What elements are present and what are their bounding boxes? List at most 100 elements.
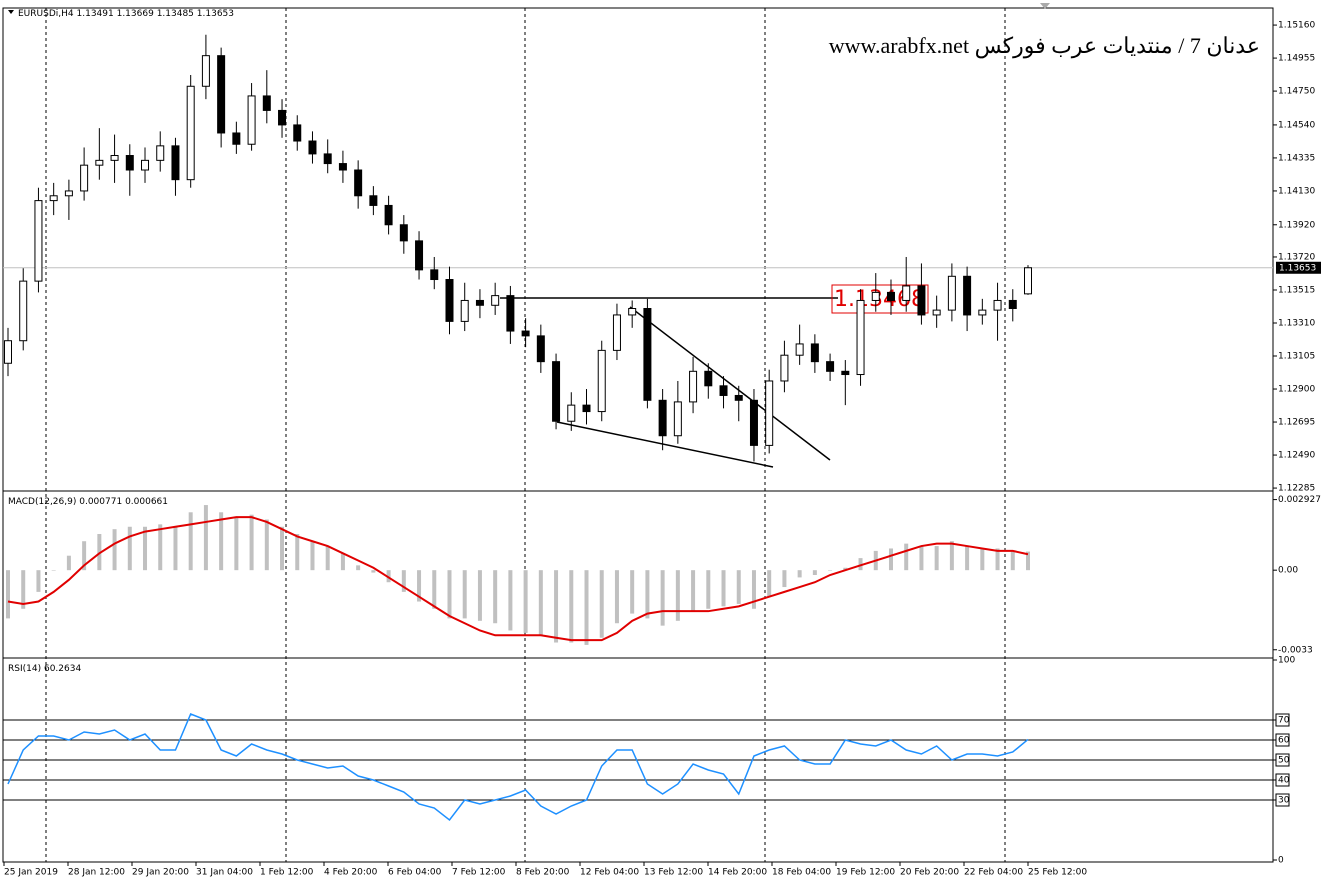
candle-body (612, 314, 621, 351)
candle-body (354, 169, 363, 197)
candle-body (536, 335, 545, 363)
menu-arrow (8, 10, 14, 14)
macd-bar (82, 541, 87, 571)
candle-body (689, 370, 698, 403)
y-tick-label: 1.12285 (1278, 484, 1315, 494)
macd-bar (949, 541, 954, 571)
y-tick-label: 1.14540 (1278, 120, 1315, 130)
macd-bar (371, 570, 376, 573)
candle-body (993, 299, 1002, 311)
candle-body (841, 370, 850, 376)
macd-bar (97, 534, 102, 571)
macd-bar (614, 570, 619, 624)
y-tick-label: 1.12490 (1278, 451, 1315, 461)
y-tick-label: 1.13310 (1278, 318, 1315, 328)
rsi-name: RSI(14) (8, 664, 41, 674)
candle-body (186, 85, 195, 181)
candle-body (308, 140, 317, 155)
macd-bar (340, 553, 345, 571)
candle-body (475, 299, 484, 306)
y-tick-label: 100 (1278, 656, 1295, 666)
y-tick-label: 70 (1278, 716, 1290, 726)
candle-body (1008, 299, 1017, 310)
candle-body (780, 354, 789, 382)
x-tick-label: 4 Feb 20:00 (324, 868, 378, 878)
macd-bar (219, 512, 224, 571)
y-tick-label: 1.14750 (1278, 87, 1315, 97)
level-box (1275, 753, 1290, 767)
macd-bar (767, 570, 772, 597)
candle-body (734, 394, 743, 401)
macd-bar (630, 570, 635, 614)
candle-body (826, 361, 835, 372)
macd-bar (584, 570, 589, 645)
macd-bar (127, 526, 132, 571)
x-tick-label: 25 Feb 12:00 (1028, 868, 1087, 878)
macd-bar (797, 570, 802, 578)
macd-bar (356, 565, 361, 571)
signal-value: 0.000661 (125, 497, 168, 507)
candle-body (552, 361, 561, 422)
candle-body (719, 385, 728, 396)
macd-bar (828, 570, 833, 571)
candle-body (506, 295, 515, 332)
x-tick-label: 29 Jan 20:00 (132, 868, 189, 878)
macd-bar (691, 570, 696, 612)
signal-line (7, 516, 1029, 642)
x-tick-label: 22 Feb 04:00 (964, 868, 1023, 878)
candle-body (932, 309, 941, 316)
candle-body (384, 204, 393, 226)
candle-body (567, 404, 576, 422)
candle-body (795, 343, 804, 356)
macd-bar (280, 526, 285, 571)
y-tick-label: 1.12900 (1278, 385, 1315, 395)
macd-bar (203, 505, 208, 571)
macd-bar (843, 567, 848, 571)
macd-bar (645, 570, 650, 619)
y-tick-label: 0 (1278, 856, 1284, 866)
candle-body (521, 330, 530, 337)
macd-bar (660, 570, 665, 626)
macd-bar (417, 570, 422, 602)
macd-bar (721, 570, 726, 607)
x-tick-label: 20 Feb 20:00 (900, 868, 959, 878)
candle-body (582, 404, 591, 413)
y-tick-label: 1.14955 (1278, 54, 1315, 64)
candle-body (658, 399, 667, 437)
macd-bar (447, 570, 452, 619)
macd-bar (980, 548, 985, 571)
macd-bar (538, 570, 543, 636)
macd-bar (325, 546, 330, 571)
macd-bar (112, 529, 117, 571)
level-box (1275, 793, 1290, 807)
candle-body (978, 309, 987, 316)
x-tick-label: 6 Feb 04:00 (388, 868, 442, 878)
macd-bar (264, 519, 269, 571)
macd-bar (934, 546, 939, 571)
macd-bar (599, 570, 604, 638)
candle-body (34, 200, 43, 282)
candle-body (491, 295, 500, 306)
macd-bar (904, 543, 909, 571)
candle-body (141, 159, 150, 171)
candle-body (445, 279, 454, 322)
rsi-line (7, 713, 1029, 822)
macd-header: MACD(12,26,9) 0.000771 0.000661 (8, 497, 168, 507)
candle-body (460, 299, 469, 322)
y-tick-label: 1.13920 (1278, 220, 1315, 230)
candle-body (597, 349, 606, 413)
y-tick-label: -0.0033 (1278, 645, 1313, 655)
macd-bar (36, 570, 41, 592)
x-tick-label: 25 Jan 2019 (4, 868, 58, 878)
rsi-value: 60.2634 (44, 664, 81, 674)
candle-body (749, 399, 758, 446)
candle-body (201, 55, 210, 87)
y-tick-label: 1.13720 (1278, 252, 1315, 262)
y-tick-label: 1.13515 (1278, 285, 1315, 295)
candle-body (673, 401, 682, 437)
y-tick-label: 1.14130 (1278, 186, 1315, 196)
candle-body (1024, 267, 1032, 295)
macd-bar (66, 555, 71, 571)
macd-bar (888, 548, 893, 571)
